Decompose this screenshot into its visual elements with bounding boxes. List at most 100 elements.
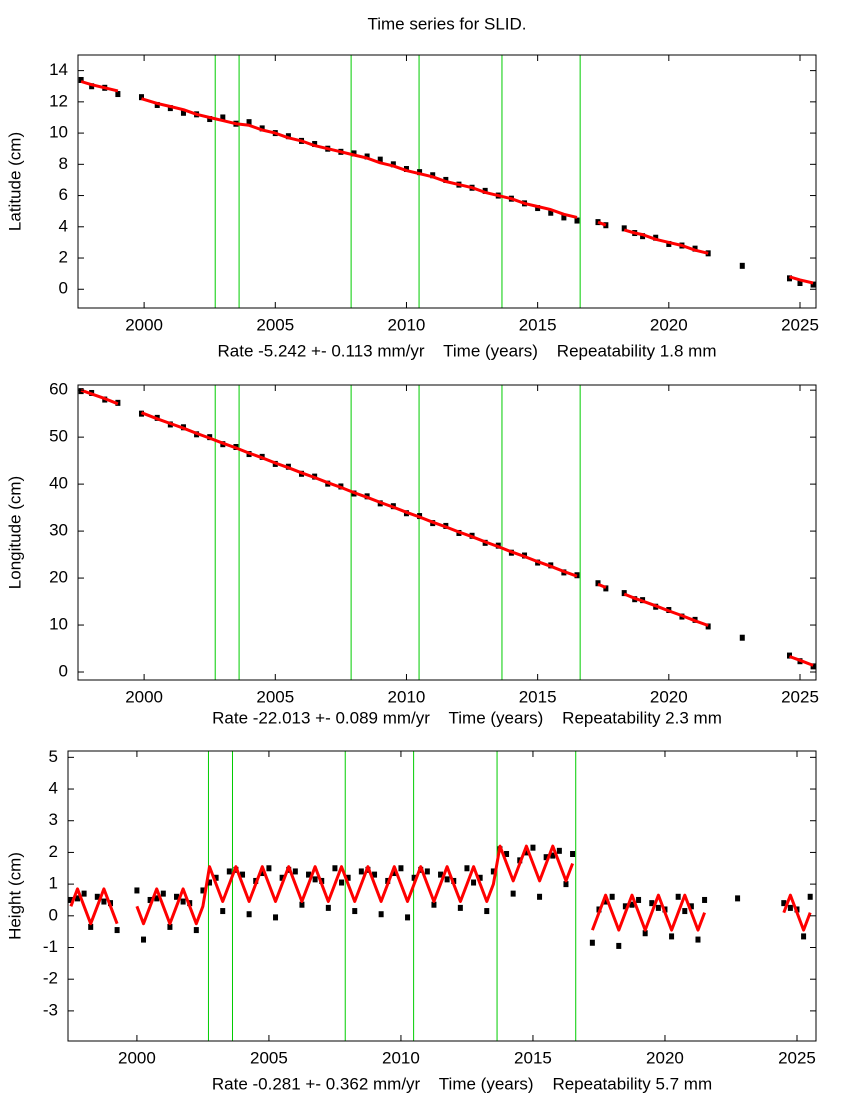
plot-frame	[77, 54, 817, 309]
data-point	[543, 854, 549, 861]
data-point	[810, 663, 816, 670]
data-point	[279, 874, 285, 881]
y-tick-label: 50	[49, 427, 68, 446]
data-point	[167, 923, 173, 930]
y-tick-label: -2	[43, 969, 58, 988]
data-point	[180, 109, 186, 116]
y-tick-label: 30	[49, 521, 68, 540]
data-point	[464, 865, 470, 872]
data-point	[490, 868, 496, 875]
y-tick-label: 2	[59, 248, 68, 267]
x-tick-label: 2025	[778, 1048, 816, 1067]
panel: 0 2 4 6 8 10 12 14 2000 2005 2010 2015 2020 2025 Rate …	[5, 54, 819, 360]
data-point	[411, 874, 417, 881]
data-point	[666, 240, 672, 247]
y-tick-label: 8	[59, 154, 68, 173]
data-point	[622, 903, 628, 910]
x-axis-label: Rate -22.013 +- 0.089 mm/yr Time (years)…	[212, 708, 722, 727]
data-point	[504, 851, 510, 858]
data-point	[457, 904, 463, 911]
data-point	[781, 900, 787, 907]
x-tick-label: 2010	[388, 315, 426, 334]
plot-frame	[77, 384, 817, 681]
x-tick-label: 2020	[650, 315, 688, 334]
data-point	[115, 91, 121, 98]
data-point	[548, 209, 554, 216]
data-point	[510, 890, 516, 897]
y-tick-label: 3	[49, 810, 58, 829]
data-point	[570, 851, 576, 858]
x-tick-label: 2020	[646, 1048, 684, 1067]
y-tick-label: 20	[49, 568, 68, 587]
data-point	[273, 914, 279, 921]
x-tick-label: 2005	[250, 1048, 288, 1067]
data-point	[621, 225, 627, 232]
data-point	[154, 895, 160, 902]
data-point	[561, 214, 567, 221]
data-point	[649, 900, 655, 907]
plot-area	[78, 385, 816, 680]
data-point	[377, 156, 383, 163]
y-tick-label: -3	[43, 1000, 58, 1019]
data-point	[609, 893, 615, 900]
data-point	[180, 898, 186, 905]
data-point	[193, 927, 199, 934]
data-point	[603, 898, 609, 905]
plot-area	[68, 751, 813, 1041]
data-point	[325, 904, 331, 911]
x-tick-label: 2020	[650, 687, 688, 706]
x-tick-label: 2015	[519, 687, 557, 706]
data-point	[642, 930, 648, 937]
data-point	[220, 114, 226, 121]
data-point	[339, 879, 345, 886]
y-tick-label: -1	[43, 937, 58, 956]
plot-frame	[67, 750, 817, 1042]
data-point	[739, 262, 745, 269]
x-tick-label: 2000	[125, 315, 163, 334]
model-line	[69, 844, 812, 932]
x-tick-label: 2025	[781, 687, 819, 706]
data-point	[240, 871, 246, 878]
data-point	[682, 908, 688, 915]
y-tick-label: 60	[49, 380, 68, 399]
data-point	[787, 904, 793, 911]
data-point	[675, 893, 681, 900]
data-point	[563, 881, 569, 888]
data-point	[167, 105, 173, 112]
y-tick-label: 4	[49, 779, 58, 798]
data-point	[405, 914, 411, 921]
data-point	[595, 580, 601, 587]
data-point	[138, 94, 144, 101]
data-point	[438, 871, 444, 878]
data-point	[417, 169, 423, 176]
data-point	[220, 908, 226, 915]
data-point	[345, 874, 351, 881]
y-tick-label: 40	[49, 474, 68, 493]
y-tick-label: 4	[59, 216, 68, 235]
data-point	[352, 908, 358, 915]
data-point	[75, 895, 81, 902]
data-point	[141, 936, 147, 943]
data-point	[114, 927, 120, 934]
data-point	[160, 890, 166, 897]
data-point	[530, 844, 536, 851]
data-point	[147, 896, 153, 903]
x-axis-label: Rate -0.281 +- 0.362 mm/yr Time (years) …	[212, 1074, 712, 1093]
plot-area	[78, 55, 816, 308]
data-point	[200, 887, 206, 894]
data-point	[154, 101, 160, 108]
x-tick-label: 2000	[118, 1048, 156, 1067]
data-point	[266, 865, 272, 872]
data-point	[364, 153, 370, 160]
data-point	[292, 868, 298, 875]
data-point	[484, 908, 490, 915]
panel: 0 10 20 30 40 50 60 2000 2005 2010 2015 2020 2025 Rat…	[5, 380, 818, 728]
data-point	[259, 870, 265, 877]
data-point	[655, 904, 661, 911]
y-tick-label: 10	[49, 123, 68, 142]
x-tick-label: 2025	[781, 315, 819, 334]
data-point	[78, 76, 84, 83]
data-point	[81, 890, 87, 897]
data-point	[810, 281, 816, 288]
y-tick-label: 6	[59, 185, 68, 204]
